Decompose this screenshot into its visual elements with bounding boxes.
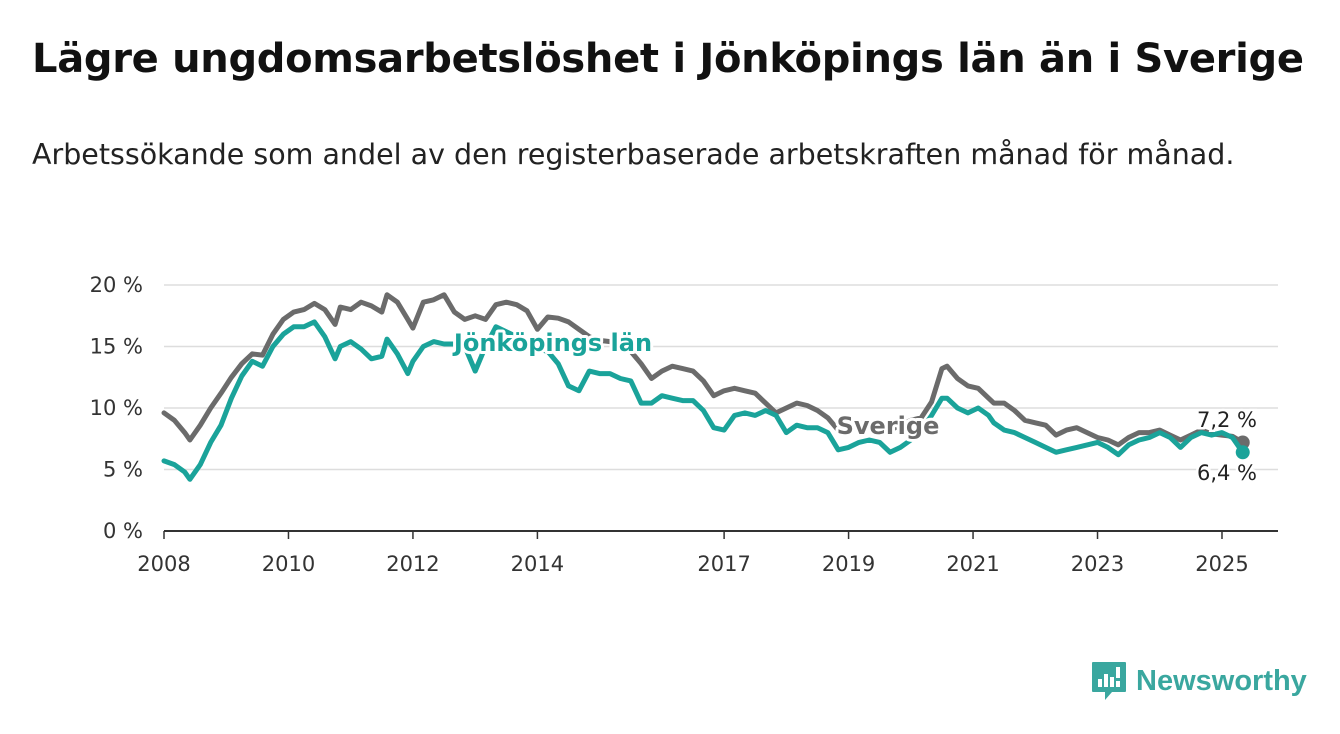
x-tick-label: 2023: [1071, 552, 1124, 576]
y-tick-label: 15 %: [90, 335, 143, 359]
series-name-label: Jönköpings län: [452, 329, 652, 357]
x-tick-label: 2012: [386, 552, 439, 576]
grid-lines: [164, 284, 1278, 532]
series-line-0: [161, 292, 1246, 448]
end-value-label: 7,2 %: [1197, 408, 1257, 432]
end-value-label: 6,4 %: [1197, 461, 1257, 485]
chart-title: Lägre ungdomsarbetslöshet i Jönköpings l…: [32, 36, 1304, 82]
x-tick-label: 2017: [697, 552, 750, 576]
y-tick-label: 0 %: [103, 519, 143, 543]
series-name-label: Sverige: [837, 412, 940, 440]
x-tick-label: 2014: [511, 552, 564, 576]
x-tick-label: 2008: [137, 552, 190, 576]
x-tick-label: 2021: [946, 552, 999, 576]
x-axis: 2008 2010 2012 2014 2017 2019 2021 2023 2025: [137, 531, 1249, 576]
x-tick-label: 2010: [262, 552, 315, 576]
chart-subtitle: Arbetssökande som andel av den registerb…: [32, 138, 1235, 171]
newsworthy-icon: [1092, 662, 1126, 700]
x-tick-label: 2025: [1195, 552, 1248, 576]
series-end-point: [1235, 445, 1250, 460]
series-lines: [161, 292, 1250, 482]
series-line-1: [161, 319, 1246, 482]
brand-logo: Newsworthy: [1090, 660, 1307, 702]
y-axis: 0 % 5 % 10 % 15 % 20 %: [90, 273, 143, 543]
brand-name: Newsworthy: [1136, 664, 1307, 697]
x-tick-label: 2019: [822, 552, 875, 576]
y-tick-label: 20 %: [90, 273, 143, 297]
series-labels: Sverige Jönköpings län 7,2 % 6,4 %: [449, 326, 1260, 488]
y-tick-label: 10 %: [90, 396, 143, 420]
y-tick-label: 5 %: [103, 458, 143, 482]
